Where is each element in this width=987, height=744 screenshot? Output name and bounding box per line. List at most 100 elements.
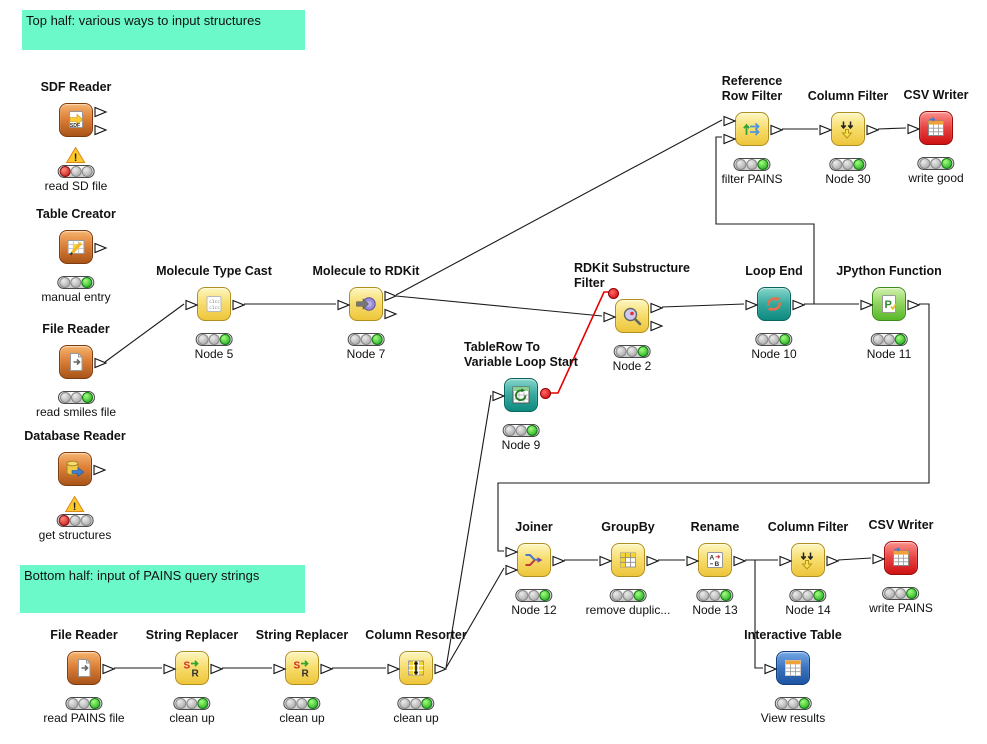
node-title: String Replacer	[145, 628, 239, 642]
table-creator-icon[interactable]	[59, 230, 108, 264]
file-reader-icon[interactable]	[67, 651, 116, 685]
node-column-filter-bottom[interactable]: Column Filter Node 14	[768, 520, 849, 617]
csv-writer-icon[interactable]	[872, 541, 918, 575]
input-port[interactable]	[273, 663, 287, 675]
node-reference-row-filter[interactable]: Reference Row Filter filter PAINS	[721, 74, 784, 186]
node-molecule-to-rdkit[interactable]: Molecule to RDKit Node 7	[313, 264, 420, 361]
column-resorter-icon[interactable]	[387, 651, 448, 685]
molecule-to-rdkit-icon[interactable]	[337, 287, 398, 321]
database-reader-icon[interactable]	[58, 452, 107, 486]
node-string-replacer-2[interactable]: String Replacer S R clean up	[256, 628, 348, 725]
node-title: File Reader	[42, 322, 110, 336]
annotation-bottom[interactable]: Bottom half: input of PAINS query string…	[20, 565, 305, 613]
output-port[interactable]	[650, 320, 664, 332]
node-rename[interactable]: Rename A B Node 13	[686, 520, 747, 617]
input-port[interactable]	[745, 299, 759, 311]
output-port[interactable]	[94, 124, 108, 136]
output-port[interactable]	[552, 555, 566, 567]
flow-variable-input-port[interactable]	[608, 288, 619, 299]
output-port[interactable]	[792, 299, 806, 311]
output-port[interactable]	[907, 299, 921, 311]
input-port[interactable]	[723, 115, 737, 127]
rdkit-substructure-filter-icon[interactable]	[603, 288, 664, 333]
input-port[interactable]	[505, 546, 519, 558]
loop-end-icon[interactable]	[745, 287, 806, 321]
node-label: read SD file	[44, 179, 108, 193]
node-title: JPython Function	[836, 264, 942, 278]
node-file-reader-top[interactable]: File Reader read smiles file	[36, 322, 116, 419]
output-port[interactable]	[733, 555, 747, 567]
node-string-replacer-1[interactable]: String Replacer S R clean up	[146, 628, 238, 725]
node-column-filter-top[interactable]: Column Filter Node 30	[808, 89, 889, 186]
column-filter-icon[interactable]	[779, 543, 840, 577]
column-filter-icon[interactable]	[819, 112, 880, 146]
node-tablerow-to-variable-loop-start[interactable]: TableRow To Variable Loop Start Node 9	[464, 340, 578, 452]
annotation-top[interactable]: Top half: various ways to input structur…	[22, 10, 305, 50]
input-port[interactable]	[337, 299, 351, 311]
node-jpython-function[interactable]: JPython Function P Node 11	[836, 264, 942, 361]
file-reader-icon[interactable]	[59, 345, 108, 379]
node-database-reader[interactable]: Database Reader ! get structures	[24, 429, 125, 542]
smiles-text-glyph: c1cc c1cc	[206, 296, 222, 312]
output-port[interactable]	[93, 464, 107, 476]
output-port[interactable]	[770, 124, 784, 136]
string-replacer-icon[interactable]: S R	[163, 651, 224, 685]
flow-variable-output-port[interactable]	[540, 388, 551, 399]
output-port[interactable]	[210, 663, 224, 675]
output-port[interactable]	[650, 302, 664, 314]
joiner-icon[interactable]	[505, 543, 566, 577]
node-sdf-reader[interactable]: SDF Reader SDF ! read SD file	[41, 80, 112, 193]
node-interactive-table[interactable]: Interactive Table View results	[744, 628, 842, 725]
output-port[interactable]	[434, 663, 448, 675]
rename-icon[interactable]: A B	[686, 543, 747, 577]
input-port[interactable]	[779, 555, 793, 567]
csv-writer-icon[interactable]	[907, 111, 953, 145]
input-port[interactable]	[723, 133, 737, 145]
interactive-table-icon[interactable]	[764, 651, 810, 685]
reference-row-filter-icon[interactable]	[723, 112, 784, 146]
input-port[interactable]	[860, 299, 874, 311]
output-port[interactable]	[384, 290, 398, 302]
node-rdkit-substructure-filter[interactable]: RDKit Substructure Filter Node 2	[574, 261, 690, 373]
input-port[interactable]	[872, 553, 886, 565]
groupby-icon[interactable]	[599, 543, 660, 577]
node-groupby[interactable]: GroupBy remove duplic...	[586, 520, 671, 617]
node-csv-writer-bottom[interactable]: CSV Writer write PAINS	[868, 518, 933, 615]
output-port[interactable]	[384, 308, 398, 320]
node-joiner[interactable]: Joiner Node 12	[505, 520, 566, 617]
node-csv-writer-top[interactable]: CSV Writer write good	[903, 88, 968, 185]
output-port[interactable]	[102, 663, 116, 675]
input-port[interactable]	[387, 663, 401, 675]
input-port[interactable]	[819, 124, 833, 136]
input-port[interactable]	[603, 311, 617, 323]
output-port[interactable]	[94, 242, 108, 254]
output-port[interactable]	[826, 555, 840, 567]
output-port[interactable]	[866, 124, 880, 136]
node-loop-end[interactable]: Loop End Node 10	[745, 264, 806, 361]
output-port[interactable]	[232, 299, 246, 311]
input-port[interactable]	[907, 123, 921, 135]
jpython-function-icon[interactable]: P	[860, 287, 921, 321]
node-molecule-type-cast[interactable]: Molecule Type Cast c1cc c1cc Node 5	[156, 264, 272, 361]
input-port[interactable]	[599, 555, 613, 567]
output-port[interactable]	[94, 357, 108, 369]
input-port[interactable]	[764, 663, 778, 675]
string-replacer-icon[interactable]: S R	[273, 651, 334, 685]
output-port[interactable]	[646, 555, 660, 567]
node-table-creator[interactable]: Table Creator manual entry	[36, 207, 116, 304]
node-file-reader-bottom[interactable]: File Reader read PAINS file	[43, 628, 124, 725]
tablerow-loop-start-icon[interactable]	[492, 378, 551, 412]
status-light	[283, 697, 321, 710]
input-port[interactable]	[686, 555, 700, 567]
table-view-glyph	[785, 660, 801, 676]
input-port[interactable]	[185, 299, 199, 311]
output-port[interactable]	[320, 663, 334, 675]
sdf-reader-icon[interactable]: SDF	[59, 103, 108, 137]
molecule-type-cast-icon[interactable]: c1cc c1cc	[185, 287, 246, 321]
input-port[interactable]	[163, 663, 177, 675]
input-port[interactable]	[505, 564, 519, 576]
node-column-resorter[interactable]: Column Resorter clean up	[365, 628, 466, 725]
output-port[interactable]	[94, 106, 108, 118]
input-port[interactable]	[492, 390, 506, 402]
